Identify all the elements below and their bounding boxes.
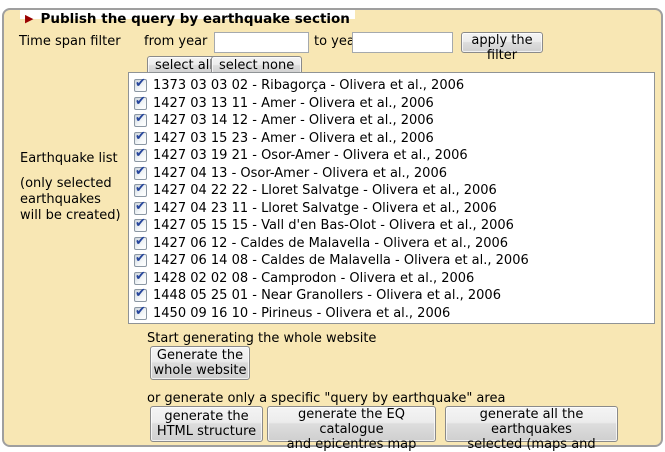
- earthquake-item-label: 1427 03 15 23 - Amer - Olivera et al., 2…: [153, 130, 434, 146]
- earthquake-list-item[interactable]: ✔ 1450 09 16 10 - Pirineus - Olivera et …: [134, 305, 650, 323]
- checkbox-checked-icon[interactable]: ✔: [134, 93, 147, 110]
- publish-section-panel: ▶ Publish the query by earthquake sectio…: [2, 8, 663, 452]
- earthquake-item-label: 1427 04 23 11 - Lloret Salvatge - Oliver…: [153, 200, 497, 216]
- earthquake-list-item[interactable]: ✔ 1427 06 12 - Caldes de Malavella - Oli…: [134, 235, 650, 253]
- checkbox-checked-icon[interactable]: ✔: [134, 251, 147, 268]
- earthquake-item-label: 1428 02 02 08 - Camprodon - Olivera et a…: [153, 270, 475, 286]
- checkbox-checked-icon[interactable]: ✔: [134, 268, 147, 285]
- from-year-input[interactable]: [214, 32, 309, 53]
- time-span-filter-label: Time span filter: [19, 34, 121, 49]
- earthquake-list-item[interactable]: ✔ 1427 06 14 08 - Caldes de Malavella - …: [134, 252, 650, 270]
- earthquake-list-item[interactable]: ✔ 1427 03 13 11 - Amer - Olivera et al.,…: [134, 95, 650, 113]
- from-year-label: from year: [144, 34, 208, 49]
- checkbox-checked-icon[interactable]: ✔: [134, 198, 147, 215]
- earthquake-item-label: 1427 04 13 - Osor-Amer - Olivera et al.,…: [153, 165, 447, 181]
- earthquake-list-item[interactable]: ✔ 1427 05 15 15 - Vall d'en Bas-Olot - O…: [134, 217, 650, 235]
- earthquake-list-item[interactable]: ✔ 1427 04 23 11 - Lloret Salvatge - Oliv…: [134, 200, 650, 218]
- to-year-label: to year: [314, 34, 361, 49]
- checkbox-checked-icon[interactable]: ✔: [134, 163, 147, 180]
- earthquake-item-label: 1427 04 22 22 - Lloret Salvatge - Oliver…: [153, 183, 497, 199]
- whole-website-intro: Start generating the whole website: [147, 331, 377, 346]
- apply-filter-button[interactable]: apply the filter: [461, 32, 543, 63]
- checkbox-checked-icon[interactable]: ✔: [134, 76, 147, 93]
- generate-whole-website-button[interactable]: Generate the whole website: [150, 346, 250, 380]
- earthquake-list-item[interactable]: ✔ 1427 04 13 - Osor-Amer - Olivera et al…: [134, 165, 650, 183]
- section-legend: ▶ Publish the query by earthquake sectio…: [20, 10, 355, 27]
- section-marker-icon: ▶: [25, 12, 34, 25]
- checkbox-checked-icon[interactable]: ✔: [134, 216, 147, 233]
- earthquake-list-item[interactable]: ✔ 1428 02 02 08 - Camprodon - Olivera et…: [134, 270, 650, 288]
- earthquake-listbox: ✔ 1373 03 03 02 - Ribagorça - Olivera et…: [128, 72, 655, 324]
- earthquake-item-label: 1448 05 25 01 - Near Granollers - Oliver…: [153, 288, 501, 304]
- checkbox-checked-icon[interactable]: ✔: [134, 146, 147, 163]
- generate-all-selected-button[interactable]: generate all the earthquakes selected (m…: [445, 406, 618, 452]
- select-none-button[interactable]: select none: [211, 56, 303, 75]
- section-title: Publish the query by earthquake section: [40, 10, 350, 27]
- earthquake-item-label: 1427 03 13 11 - Amer - Olivera et al., 2…: [153, 95, 434, 111]
- specific-area-intro: or generate only a specific "query by ea…: [147, 391, 506, 406]
- earthquake-list-item[interactable]: ✔ 1427 03 14 12 - Amer - Olivera et al.,…: [134, 112, 650, 130]
- checkbox-checked-icon[interactable]: ✔: [134, 303, 147, 320]
- generate-eq-catalogue-button[interactable]: generate the EQ catalogue and epicentres…: [267, 406, 436, 452]
- earthquake-item-label: 1427 05 15 15 - Vall d'en Bas-Olot - Oli…: [153, 218, 514, 234]
- checkbox-checked-icon[interactable]: ✔: [134, 233, 147, 250]
- earthquake-list-label: Earthquake list: [20, 151, 118, 166]
- earthquake-item-label: 1427 06 12 - Caldes de Malavella - Olive…: [153, 235, 509, 251]
- earthquake-item-label: 1427 06 14 08 - Caldes de Malavella - Ol…: [153, 253, 529, 269]
- checkbox-checked-icon[interactable]: ✔: [134, 111, 147, 128]
- earthquake-list-item[interactable]: ✔ 1427 03 15 23 - Amer - Olivera et al.,…: [134, 130, 650, 148]
- generate-html-structure-button[interactable]: generate the HTML structure: [150, 406, 263, 442]
- to-year-input[interactable]: [352, 32, 453, 53]
- earthquake-list-item[interactable]: ✔ 1448 05 25 01 - Near Granollers - Oliv…: [134, 287, 650, 305]
- earthquake-item-label: 1427 03 19 21 - Osor-Amer - Olivera et a…: [153, 148, 468, 164]
- earthquake-list-item[interactable]: ✔ 1373 03 03 02 - Ribagorça - Olivera et…: [134, 77, 650, 95]
- earthquake-list-note: (only selected earthquakes will be creat…: [20, 176, 121, 223]
- earthquake-item-label: 1373 03 03 02 - Ribagorça - Olivera et a…: [153, 78, 465, 94]
- earthquake-item-label: 1450 09 16 10 - Pirineus - Olivera et al…: [153, 305, 451, 321]
- checkbox-checked-icon[interactable]: ✔: [134, 181, 147, 198]
- earthquake-list-item[interactable]: ✔ 1427 04 22 22 - Lloret Salvatge - Oliv…: [134, 182, 650, 200]
- checkbox-checked-icon[interactable]: ✔: [134, 128, 147, 145]
- earthquake-list-item[interactable]: ✔ 1427 03 19 21 - Osor-Amer - Olivera et…: [134, 147, 650, 165]
- earthquake-item-label: 1427 03 14 12 - Amer - Olivera et al., 2…: [153, 113, 434, 129]
- checkbox-checked-icon[interactable]: ✔: [134, 286, 147, 303]
